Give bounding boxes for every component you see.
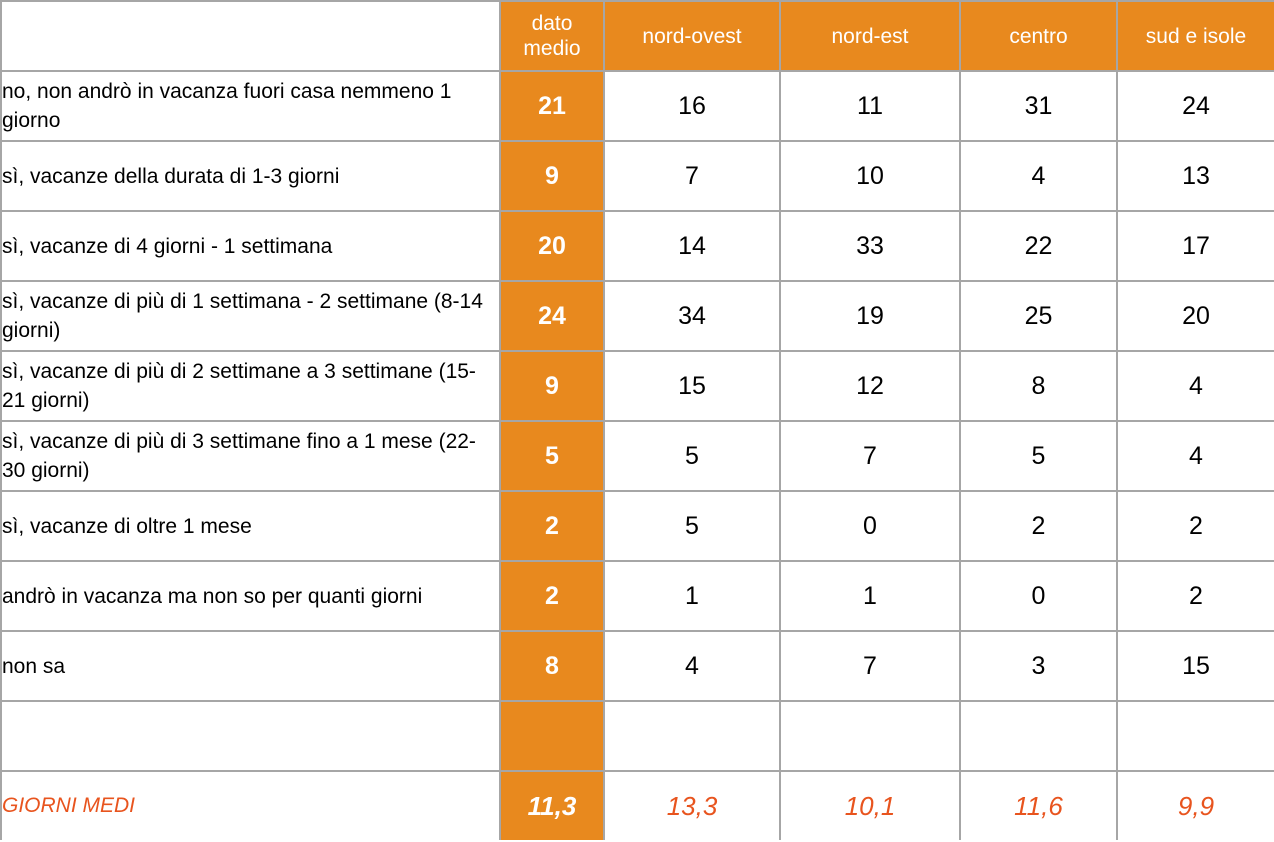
row-label: sì, vacanze di più di 1 settimana - 2 se… bbox=[0, 280, 501, 352]
cell-centro: 0 bbox=[959, 560, 1118, 632]
cell-sud-e-isole: 2 bbox=[1116, 490, 1274, 562]
cell-centro: 31 bbox=[959, 70, 1118, 142]
cell-sud-e-isole: 2 bbox=[1116, 560, 1274, 632]
table-row: sì, vacanze di più di 3 settimane fino a… bbox=[0, 420, 1274, 492]
corner-cell bbox=[0, 0, 501, 72]
cell-nord-est: 12 bbox=[779, 350, 961, 422]
cell-dato-medio: 2 bbox=[499, 560, 605, 632]
cell-dato-medio: 20 bbox=[499, 210, 605, 282]
cell-nord-ovest: 34 bbox=[603, 280, 781, 352]
header-row: dato medio nord-ovest nord-est centro su… bbox=[0, 0, 1274, 72]
total-row: GIORNI MEDI 11,3 13,3 10,1 11,6 9,9 bbox=[0, 770, 1274, 842]
row-label bbox=[0, 700, 501, 772]
cell-sud-e-isole: 15 bbox=[1116, 630, 1274, 702]
cell-nord-ovest: 7 bbox=[603, 140, 781, 212]
cell-centro: 25 bbox=[959, 280, 1118, 352]
cell-centro: 4 bbox=[959, 140, 1118, 212]
table-row: non sa 8 4 7 3 15 bbox=[0, 630, 1274, 702]
column-header-centro: centro bbox=[959, 0, 1118, 72]
cell-dato-medio: 24 bbox=[499, 280, 605, 352]
total-label: GIORNI MEDI bbox=[0, 770, 501, 842]
cell-nord-est: 33 bbox=[779, 210, 961, 282]
cell-nord-ovest: 1 bbox=[603, 560, 781, 632]
cell-centro: 22 bbox=[959, 210, 1118, 282]
cell-sud-e-isole: 17 bbox=[1116, 210, 1274, 282]
cell-nord-est: 7 bbox=[779, 420, 961, 492]
row-label: sì, vacanze di più di 2 settimane a 3 se… bbox=[0, 350, 501, 422]
cell-nord-ovest: 15 bbox=[603, 350, 781, 422]
cell-dato-medio: 21 bbox=[499, 70, 605, 142]
cell-centro: 3 bbox=[959, 630, 1118, 702]
cell-nord-est: 7 bbox=[779, 630, 961, 702]
table-row: no, non andrò in vacanza fuori casa nemm… bbox=[0, 70, 1274, 142]
row-label: non sa bbox=[0, 630, 501, 702]
cell-sud-e-isole: 4 bbox=[1116, 350, 1274, 422]
column-header-sud-e-isole: sud e isole bbox=[1116, 0, 1274, 72]
cell-nord-est bbox=[779, 700, 961, 772]
cell-nord-est: 19 bbox=[779, 280, 961, 352]
cell-nord-est: 1 bbox=[779, 560, 961, 632]
cell-sud-e-isole: 20 bbox=[1116, 280, 1274, 352]
column-header-nord-ovest: nord-ovest bbox=[603, 0, 781, 72]
cell-dato-medio: 9 bbox=[499, 350, 605, 422]
cell-sud-e-isole: 4 bbox=[1116, 420, 1274, 492]
cell-sud-e-isole bbox=[1116, 700, 1274, 772]
row-label: sì, vacanze della durata di 1-3 giorni bbox=[0, 140, 501, 212]
cell-centro: 2 bbox=[959, 490, 1118, 562]
row-label: sì, vacanze di più di 3 settimane fino a… bbox=[0, 420, 501, 492]
cell-dato-medio bbox=[499, 700, 605, 772]
total-nord-ovest: 13,3 bbox=[603, 770, 781, 842]
table-body: no, non andrò in vacanza fuori casa nemm… bbox=[0, 70, 1274, 772]
table-row: sì, vacanze di più di 1 settimana - 2 se… bbox=[0, 280, 1274, 352]
table-row: sì, vacanze di più di 2 settimane a 3 se… bbox=[0, 350, 1274, 422]
row-label: sì, vacanze di oltre 1 mese bbox=[0, 490, 501, 562]
total-centro: 11,6 bbox=[959, 770, 1118, 842]
cell-nord-ovest: 16 bbox=[603, 70, 781, 142]
total-nord-est: 10,1 bbox=[779, 770, 961, 842]
table-row: sì, vacanze di 4 giorni - 1 settimana 20 1… bbox=[0, 210, 1274, 282]
row-label: andrò in vacanza ma non so per quanti gi… bbox=[0, 560, 501, 632]
cell-centro bbox=[959, 700, 1118, 772]
cell-dato-medio: 9 bbox=[499, 140, 605, 212]
column-header-nord-est: nord-est bbox=[779, 0, 961, 72]
cell-dato-medio: 2 bbox=[499, 490, 605, 562]
row-label: sì, vacanze di 4 giorni - 1 settimana bbox=[0, 210, 501, 282]
cell-centro: 5 bbox=[959, 420, 1118, 492]
cell-centro: 8 bbox=[959, 350, 1118, 422]
cell-dato-medio: 5 bbox=[499, 420, 605, 492]
cell-sud-e-isole: 24 bbox=[1116, 70, 1274, 142]
cell-nord-est: 10 bbox=[779, 140, 961, 212]
cell-nord-ovest: 5 bbox=[603, 420, 781, 492]
cell-dato-medio: 8 bbox=[499, 630, 605, 702]
total-sud-e-isole: 9,9 bbox=[1116, 770, 1274, 842]
table-row: sì, vacanze della durata di 1-3 giorni 9 7… bbox=[0, 140, 1274, 212]
cell-sud-e-isole: 13 bbox=[1116, 140, 1274, 212]
total-dato-medio: 11,3 bbox=[499, 770, 605, 842]
table-row: sì, vacanze di oltre 1 mese 2 5 0 2 2 bbox=[0, 490, 1274, 562]
cell-nord-ovest: 14 bbox=[603, 210, 781, 282]
table-row: andrò in vacanza ma non so per quanti gi… bbox=[0, 560, 1274, 632]
cell-nord-ovest: 4 bbox=[603, 630, 781, 702]
cell-nord-est: 11 bbox=[779, 70, 961, 142]
cell-nord-ovest bbox=[603, 700, 781, 772]
table-row bbox=[0, 700, 1274, 772]
row-label: no, non andrò in vacanza fuori casa nemm… bbox=[0, 70, 501, 142]
column-header-dato-medio: dato medio bbox=[499, 0, 605, 72]
cell-nord-ovest: 5 bbox=[603, 490, 781, 562]
cell-nord-est: 0 bbox=[779, 490, 961, 562]
